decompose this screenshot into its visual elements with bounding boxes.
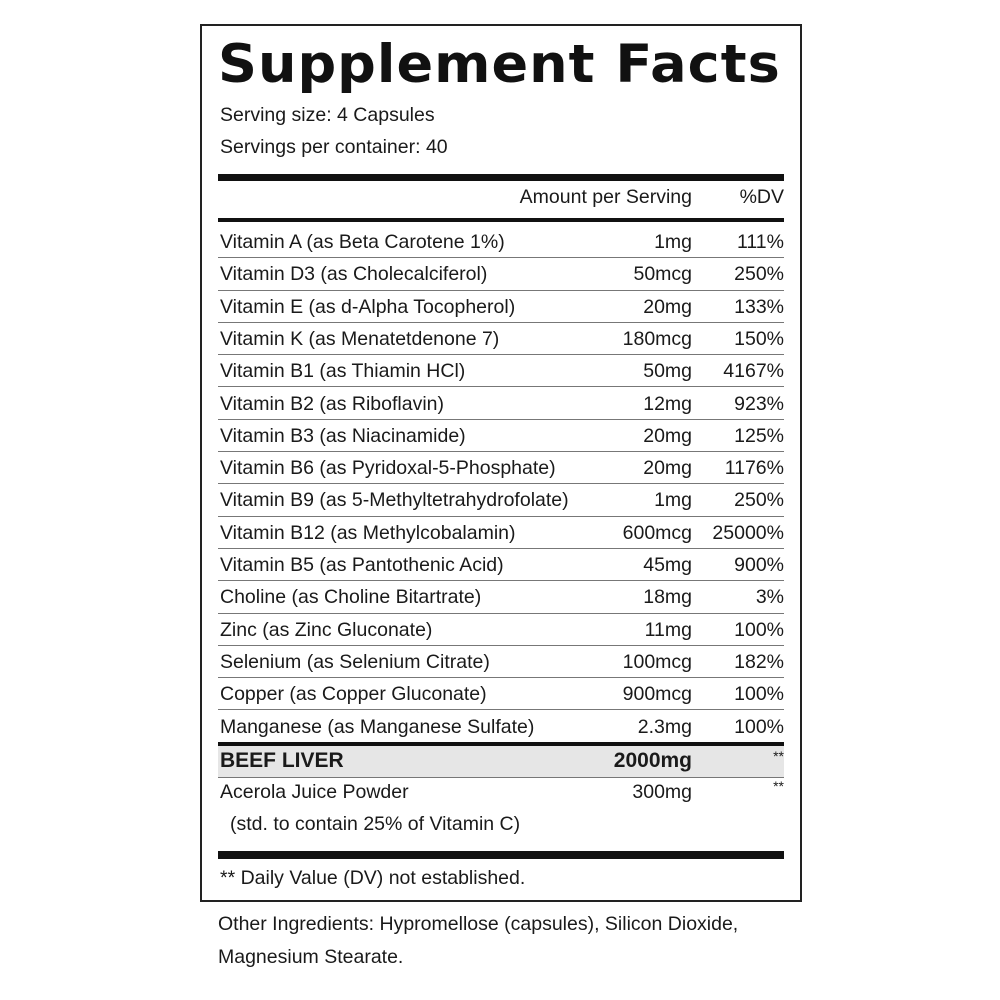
nutrient-row: Vitamin E (as d-Alpha Tocopherol) 20mg 133… xyxy=(218,291,784,323)
nutrient-dv: 111% xyxy=(737,231,784,253)
beef-name: BEEF LIVER xyxy=(220,749,344,772)
nutrient-row: Choline (as Choline Bitartrate) 18mg 3% xyxy=(218,581,784,614)
nutrient-dv: 900% xyxy=(734,554,784,576)
acerola-dv: ** xyxy=(773,778,784,794)
nutrient-name: Vitamin B9 (as 5-Methyltetrahydrofolate) xyxy=(220,489,569,512)
header-dv: %DV xyxy=(739,186,784,208)
column-header: Amount per Serving %DV xyxy=(218,186,784,216)
nutrient-amount: 1mg xyxy=(654,231,692,253)
nutrient-name: Vitamin B6 (as Pyridoxal-5-Phosphate) xyxy=(220,457,556,480)
nutrient-name: Zinc (as Zinc Gluconate) xyxy=(220,618,433,641)
nutrient-dv: 100% xyxy=(734,683,784,706)
acerola-amount: 300mg xyxy=(632,781,692,803)
nutrient-dv: 1176% xyxy=(724,457,784,480)
nutrient-amount: 20mg xyxy=(643,295,692,318)
nutrient-name: Vitamin B5 (as Pantothenic Acid) xyxy=(220,554,504,576)
nutrient-amount: 45mg xyxy=(643,554,692,576)
nutrient-name: Vitamin A (as Beta Carotene 1%) xyxy=(220,231,505,253)
nutrient-dv: 250% xyxy=(734,489,784,512)
beef-liver-row: BEEF LIVER 2000mg ** xyxy=(218,746,784,778)
nutrient-amount: 600mcg xyxy=(622,521,692,544)
divider-thick xyxy=(218,851,784,859)
acerola-name: Acerola Juice Powder xyxy=(220,781,409,803)
nutrient-row: Manganese (as Manganese Sulfate) 2.3mg 100… xyxy=(218,711,784,743)
nutrient-row: Vitamin B2 (as Riboflavin) 12mg 923% xyxy=(218,388,784,420)
nutrient-amount: 1mg xyxy=(654,489,692,512)
other-ingredients-line2: Magnesium Stearate. xyxy=(218,946,404,968)
acerola-sub: (std. to contain 25% of Vitamin C) xyxy=(230,813,521,835)
nutrient-row: Vitamin B9 (as 5-Methyltetrahydrofolate)… xyxy=(218,484,784,517)
nutrient-amount: 20mg xyxy=(643,457,692,480)
footnote: ** Daily Value (DV) not established. xyxy=(220,867,526,889)
nutrient-name: Vitamin B3 (as Niacinamide) xyxy=(220,424,466,447)
nutrient-amount: 12mg xyxy=(643,392,692,415)
nutrient-name: Copper (as Copper Gluconate) xyxy=(220,683,487,706)
nutrient-row: Vitamin K (as Menatetdenone 7) 180mcg 150% xyxy=(218,323,784,356)
nutrient-row: Vitamin A (as Beta Carotene 1%) 1mg 111% xyxy=(218,226,784,259)
beef-amount: 2000mg xyxy=(613,749,692,772)
nutrient-row: Vitamin B1 (as Thiamin HCl) 50mg 4167% xyxy=(218,355,784,388)
nutrient-dv: 3% xyxy=(755,586,784,609)
serving-size: Serving size: 4 Capsules xyxy=(220,104,435,126)
other-ingredients-line1: Other Ingredients: Hypromellose (capsule… xyxy=(218,913,739,935)
nutrient-dv: 125% xyxy=(734,424,784,447)
nutrient-name: Vitamin B1 (as Thiamin HCl) xyxy=(220,360,466,383)
nutrient-amount: 20mg xyxy=(643,424,692,447)
nutrient-name: Vitamin D3 (as Cholecalciferol) xyxy=(220,263,488,286)
nutrient-dv: 250% xyxy=(734,263,784,286)
nutrient-amount: 2.3mg xyxy=(637,715,692,738)
nutrient-amount: 18mg xyxy=(643,586,692,609)
nutrient-dv: 100% xyxy=(734,715,784,738)
nutrient-dv: 4167% xyxy=(723,360,784,383)
servings-per-container: Servings per container: 40 xyxy=(220,136,448,158)
nutrient-row: Vitamin B3 (as Niacinamide) 20mg 125% xyxy=(218,420,784,453)
divider-medium xyxy=(218,742,784,746)
nutrient-name: Selenium (as Selenium Citrate) xyxy=(220,650,490,673)
nutrient-amount: 100mcg xyxy=(622,650,692,673)
nutrient-row: Selenium (as Selenium Citrate) 100mcg 182% xyxy=(218,646,784,679)
nutrient-dv: 923% xyxy=(734,392,784,415)
nutrient-row: Vitamin D3 (as Cholecalciferol) 50mcg 250% xyxy=(218,258,784,291)
panel-title: Supplement Facts xyxy=(218,34,781,95)
nutrient-amount: 900mcg xyxy=(622,683,692,706)
nutrient-name: Vitamin E (as d-Alpha Tocopherol) xyxy=(220,295,516,318)
nutrient-amount: 180mcg xyxy=(622,327,692,350)
nutrient-name: Vitamin B2 (as Riboflavin) xyxy=(220,392,444,415)
nutrient-dv: 133% xyxy=(734,295,784,318)
nutrient-row: Zinc (as Zinc Gluconate) 11mg 100% xyxy=(218,614,784,646)
nutrient-row: Vitamin B6 (as Pyridoxal-5-Phosphate) 20m… xyxy=(218,452,784,485)
nutrient-amount: 50mcg xyxy=(633,263,692,286)
divider-medium xyxy=(218,218,784,222)
nutrient-dv: 182% xyxy=(734,650,784,673)
nutrient-amount: 11mg xyxy=(644,618,692,641)
supplement-facts-panel: Supplement Facts Serving size: 4 Capsule… xyxy=(200,24,802,902)
nutrient-name: Vitamin K (as Menatetdenone 7) xyxy=(220,327,500,350)
nutrient-row: Vitamin B5 (as Pantothenic Acid) 45mg 900% xyxy=(218,549,784,582)
nutrient-dv: 25000% xyxy=(712,521,784,544)
nutrient-dv: 150% xyxy=(734,327,784,350)
nutrient-amount: 50mg xyxy=(643,360,692,383)
nutrient-name: Choline (as Choline Bitartrate) xyxy=(220,586,482,609)
beef-dv: ** xyxy=(773,748,784,764)
nutrient-row: Vitamin B12 (as Methylcobalamin) 600mcg 25… xyxy=(218,517,784,549)
nutrient-dv: 100% xyxy=(734,618,784,641)
header-amount: Amount per Serving xyxy=(519,186,692,208)
nutrient-name: Vitamin B12 (as Methylcobalamin) xyxy=(220,521,516,544)
nutrient-row: Copper (as Copper Gluconate) 900mcg 100% xyxy=(218,678,784,711)
divider-thick xyxy=(218,174,784,181)
nutrient-name: Manganese (as Manganese Sulfate) xyxy=(220,715,535,738)
